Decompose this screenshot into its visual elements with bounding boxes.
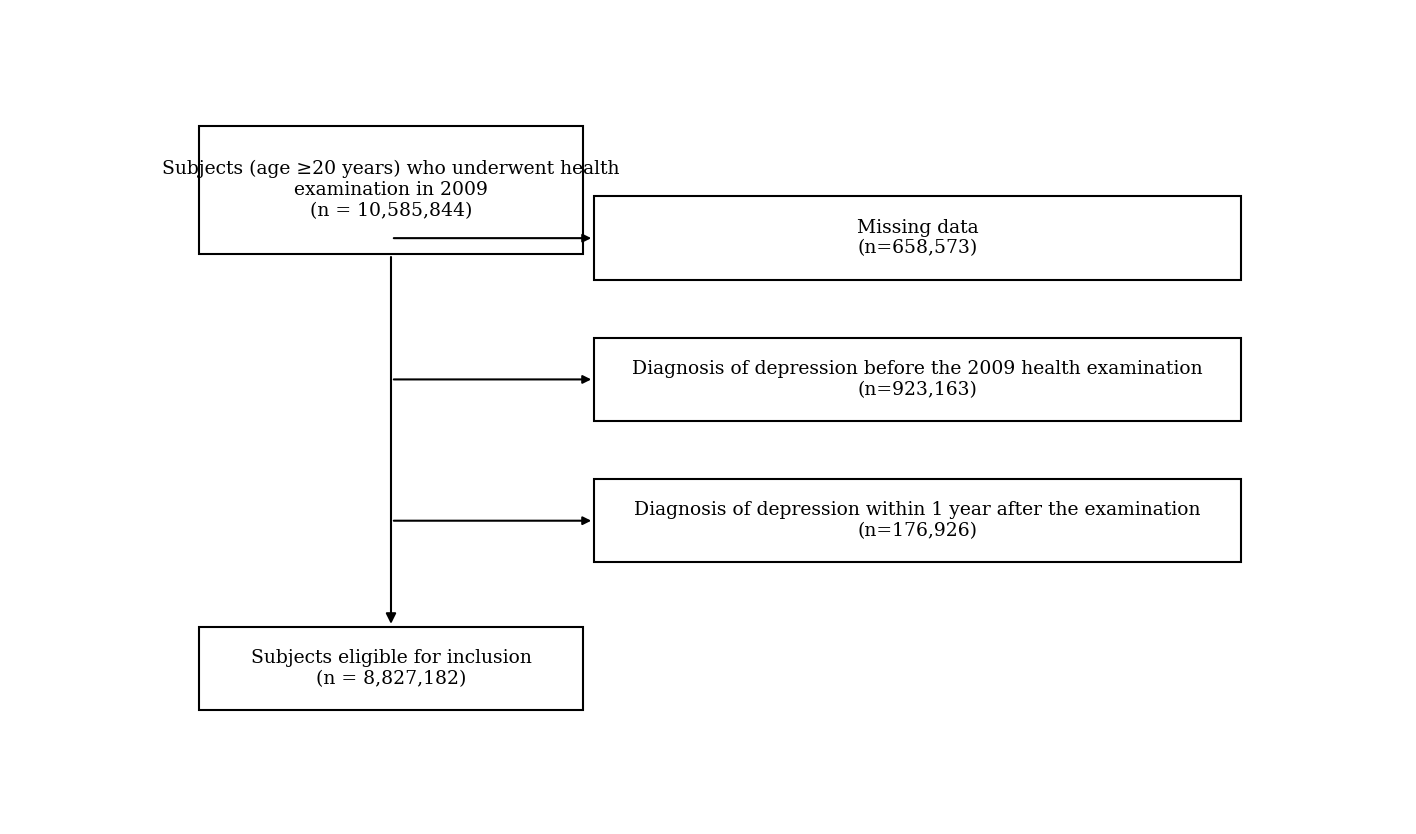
FancyBboxPatch shape: [595, 338, 1242, 421]
Text: Subjects (age ≥20 years) who underwent health
examination in 2009
(n = 10,585,84: Subjects (age ≥20 years) who underwent h…: [163, 160, 620, 220]
FancyBboxPatch shape: [198, 626, 583, 711]
FancyBboxPatch shape: [595, 197, 1242, 280]
Text: Diagnosis of depression within 1 year after the examination
(n=176,926): Diagnosis of depression within 1 year af…: [634, 501, 1201, 540]
Text: Subjects eligible for inclusion
(n = 8,827,182): Subjects eligible for inclusion (n = 8,8…: [251, 649, 531, 688]
FancyBboxPatch shape: [595, 479, 1242, 562]
Text: Diagnosis of depression before the 2009 health examination
(n=923,163): Diagnosis of depression before the 2009 …: [633, 360, 1204, 399]
FancyBboxPatch shape: [198, 126, 583, 254]
Text: Missing data
(n=658,573): Missing data (n=658,573): [857, 219, 978, 258]
